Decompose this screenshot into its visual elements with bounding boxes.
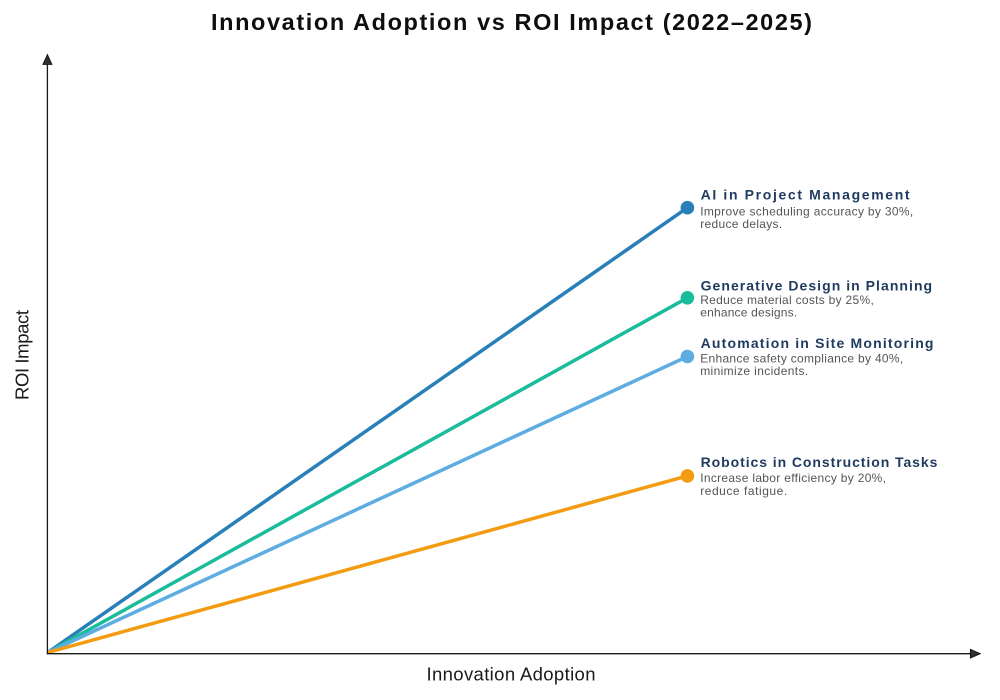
svg-text:Robotics in Construction Tasks: Robotics in Construction Tasks: [701, 454, 938, 470]
svg-text:Enhance safety compliance by 4: Enhance safety compliance by 40%,: [700, 351, 903, 365]
svg-text:AI in Project Management: AI in Project Management: [701, 186, 910, 202]
svg-text:Innovation Adoption vs ROI Imp: Innovation Adoption vs ROI Impact (2022–…: [211, 9, 812, 35]
svg-text:reduce fatigue.: reduce fatigue.: [700, 484, 787, 498]
svg-text:Automation in Site Monitoring: Automation in Site Monitoring: [701, 335, 934, 351]
svg-text:reduce delays.: reduce delays.: [700, 217, 782, 231]
svg-text:Increase labor efficiency by 2: Increase labor efficiency by 20%,: [700, 471, 886, 485]
svg-text:ROI Impact: ROI Impact: [12, 310, 33, 400]
svg-text:minimize incidents.: minimize incidents.: [700, 364, 808, 378]
svg-text:Innovation Adoption: Innovation Adoption: [427, 664, 596, 685]
svg-text:enhance designs.: enhance designs.: [700, 306, 797, 320]
svg-text:Generative Design in Planning: Generative Design in Planning: [701, 277, 933, 293]
svg-text:Reduce material costs by 25%,: Reduce material costs by 25%,: [700, 293, 874, 307]
svg-text:Improve scheduling accuracy by: Improve scheduling accuracy by 30%,: [700, 204, 913, 218]
